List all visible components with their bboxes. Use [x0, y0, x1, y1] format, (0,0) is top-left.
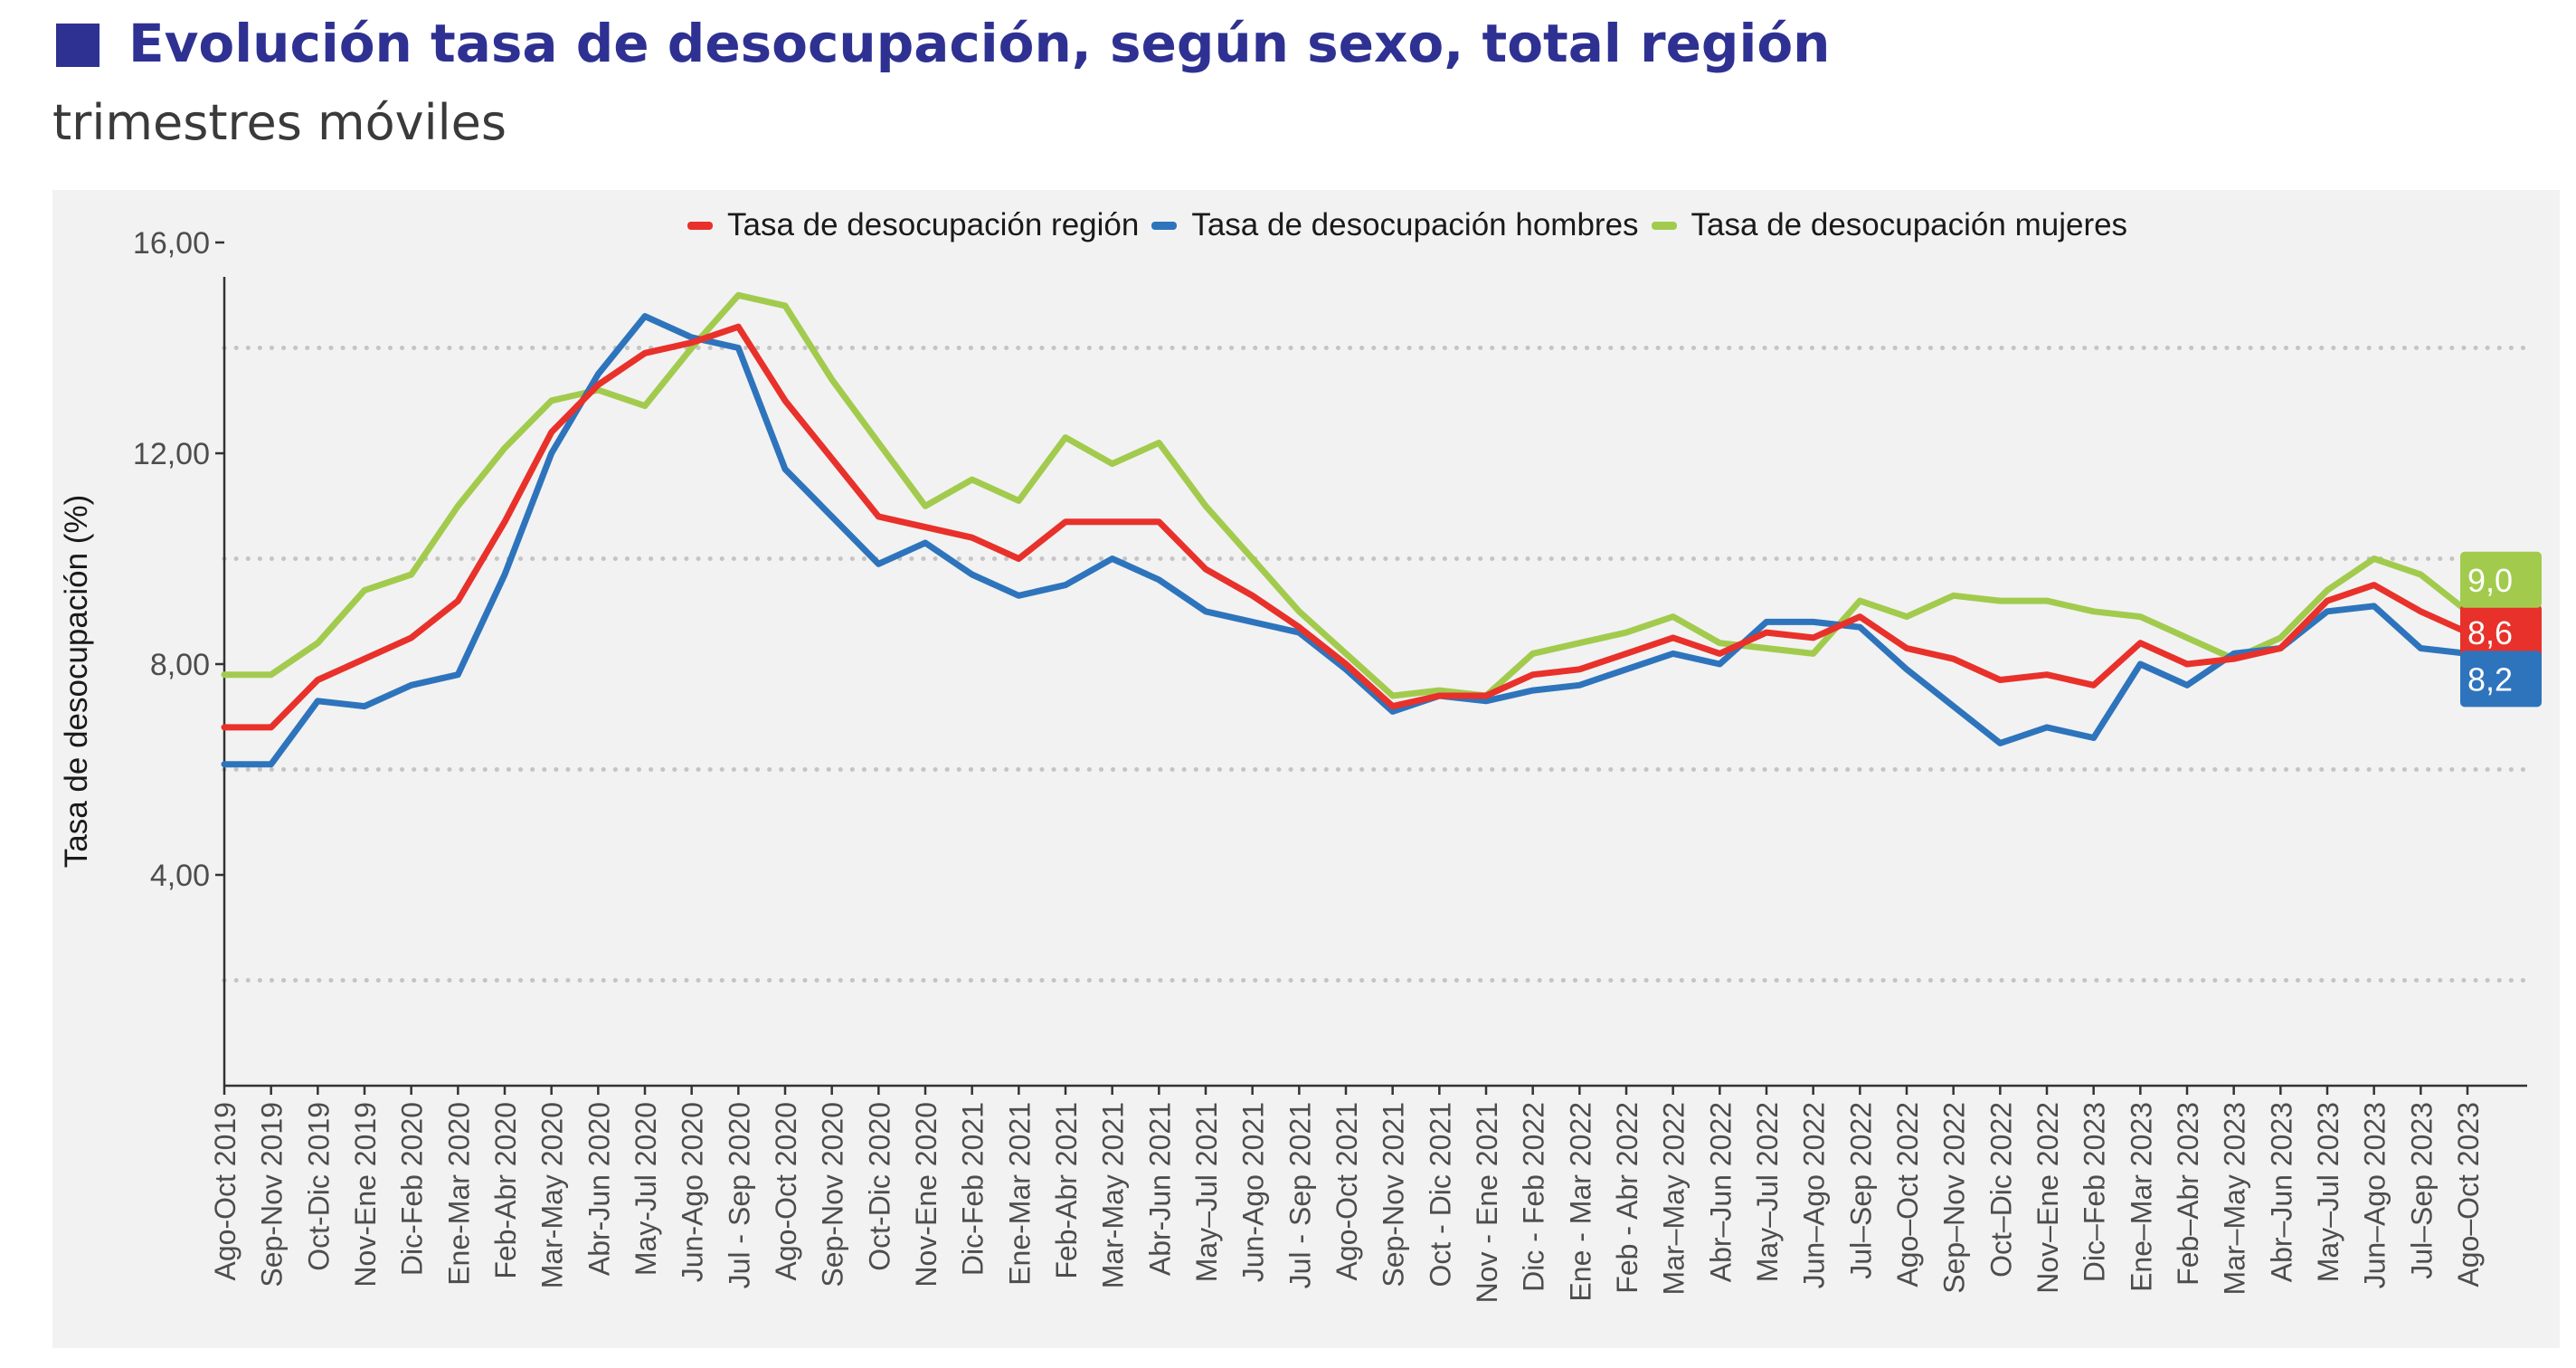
y-axis-title: Tasa de desocupación (%) — [59, 495, 94, 868]
x-tick-label: Sep–Nov 2022 — [1938, 1102, 1971, 1294]
x-tick-label: Jun-Ago 2021 — [1237, 1102, 1270, 1282]
x-tick-label: Ene-Mar 2020 — [442, 1102, 475, 1286]
chart-panel: 4,00 8,00 12,00 16,00 Tasa de desocupación (… — [52, 190, 2560, 1348]
chart-subtitle: trimestres móviles — [52, 94, 507, 151]
legend-swatch-mujeres — [1651, 221, 1677, 230]
legend-label-mujeres: Tasa de desocupación mujeres — [1690, 207, 2128, 242]
line-chart: 4,00 8,00 12,00 16,00 Tasa de desocupación (… — [59, 226, 2542, 1303]
end-badge-1 — [2460, 651, 2542, 708]
x-tick-label: Sep-Nov 2021 — [1378, 1102, 1410, 1287]
legend-swatch-hombres — [1151, 221, 1178, 230]
series-line-2 — [221, 291, 2471, 699]
x-tick-label: Sep-Nov 2020 — [817, 1102, 849, 1287]
x-tick-label: Ago–Oct 2022 — [1891, 1102, 1924, 1287]
x-tick-label: Mar-May 2021 — [1097, 1102, 1130, 1288]
x-tick-label: Abr-Jun 2020 — [582, 1102, 615, 1276]
y-tick-label: 8,00 — [150, 648, 210, 682]
x-tick-label: Mar-May 2020 — [536, 1102, 569, 1288]
x-tick-label: Nov - Ene 2021 — [1471, 1102, 1503, 1303]
x-tick-label: Oct-Dic 2019 — [302, 1102, 335, 1271]
legend-item-region: Tasa de desocupación región — [687, 207, 1139, 243]
x-tick-label: Feb-Abr 2020 — [489, 1102, 522, 1279]
x-tick-label: Nov-Ene 2020 — [910, 1102, 942, 1287]
x-tick-label: May–Jul 2021 — [1190, 1102, 1223, 1282]
x-tick-label: Oct - Dic 2021 — [1424, 1102, 1456, 1287]
title-marker — [56, 24, 99, 67]
series-line-0 — [221, 323, 2471, 731]
x-tick-label: Oct-Dic 2020 — [863, 1102, 895, 1271]
series-line-1 — [221, 313, 2471, 768]
x-tick-label: Ago-Oct 2019 — [209, 1102, 242, 1280]
x-tick-label: Jul–Sep 2022 — [1844, 1102, 1877, 1279]
y-tick-label: 4,00 — [150, 859, 210, 893]
x-tick-label: Ene-Mar 2021 — [1003, 1102, 1036, 1286]
end-badge-0 — [2460, 604, 2542, 661]
x-tick-label: Dic-Feb 2021 — [957, 1102, 990, 1276]
x-tick-label: Mar–May 2023 — [2219, 1102, 2251, 1295]
x-tick-label: Jul–Sep 2023 — [2405, 1102, 2438, 1279]
end-label-1: 8,2 — [2467, 660, 2513, 698]
legend-swatch-region — [687, 221, 713, 230]
y-tick-label: 12,00 — [133, 437, 210, 471]
end-badge-2 — [2460, 551, 2542, 608]
x-tick-label: Ago-Oct 2021 — [1331, 1102, 1363, 1280]
x-tick-label: May–Jul 2023 — [2312, 1102, 2344, 1282]
x-tick-label: Ago–Oct 2023 — [2452, 1102, 2485, 1287]
end-label-2: 9,0 — [2467, 562, 2513, 599]
chart-title: Evolución tasa de desocupación, según se… — [128, 13, 1831, 74]
x-tick-label: Abr–Jun 2023 — [2265, 1102, 2297, 1282]
chart-legend: Tasa de desocupación región Tasa de deso… — [687, 203, 2140, 248]
x-tick-label: Abr-Jun 2021 — [1143, 1102, 1176, 1276]
legend-item-mujeres: Tasa de desocupación mujeres — [1651, 207, 2128, 243]
legend-item-hombres: Tasa de desocupación hombres — [1151, 207, 1639, 243]
x-tick-label: Feb-Abr 2021 — [1050, 1102, 1083, 1279]
x-tick-label: Sep-Nov 2019 — [256, 1102, 289, 1287]
x-tick-label: Ene - Mar 2022 — [1564, 1102, 1596, 1302]
x-tick-label: Dic - Feb 2022 — [1518, 1102, 1550, 1292]
x-tick-label: Nov-Ene 2019 — [349, 1102, 382, 1287]
x-tick-label: Feb–Abr 2023 — [2172, 1102, 2204, 1286]
x-tick-label: Mar–May 2022 — [1658, 1102, 1690, 1295]
x-tick-label: Abr–Jun 2022 — [1704, 1102, 1737, 1282]
x-tick-label: Jul - Sep 2021 — [1283, 1102, 1316, 1288]
x-tick-label: Nov–Ene 2022 — [2031, 1102, 2064, 1294]
x-tick-label: Ene–Mar 2023 — [2125, 1102, 2157, 1292]
x-tick-label: Oct–Dic 2022 — [1984, 1102, 2017, 1278]
x-tick-label: Dic–Feb 2023 — [2079, 1102, 2111, 1282]
legend-label-region: Tasa de desocupación región — [727, 207, 1140, 242]
x-tick-label: Ago-Oct 2020 — [770, 1102, 802, 1280]
x-tick-label: Jun–Ago 2023 — [2359, 1102, 2391, 1288]
legend-label-hombres: Tasa de desocupación hombres — [1191, 207, 1639, 242]
y-tick-label: 16,00 — [133, 226, 210, 261]
x-tick-label: May–Jul 2022 — [1751, 1102, 1784, 1282]
x-tick-label: Dic-Feb 2020 — [396, 1102, 429, 1276]
x-tick-label: Jul - Sep 2020 — [723, 1102, 755, 1288]
x-tick-label: Feb - Abr 2022 — [1611, 1102, 1643, 1294]
x-tick-label: Jun-Ago 2020 — [677, 1102, 709, 1282]
x-tick-label: Jun–Ago 2022 — [1798, 1102, 1831, 1288]
end-label-0: 8,6 — [2467, 614, 2513, 651]
x-tick-label: May-Jul 2020 — [630, 1102, 662, 1276]
